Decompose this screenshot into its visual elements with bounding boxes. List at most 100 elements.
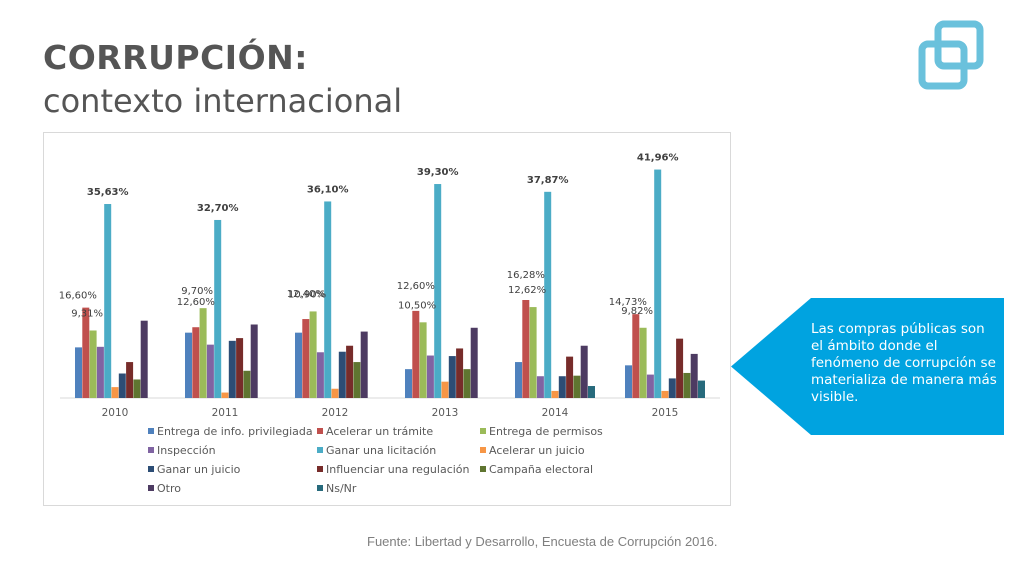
legend-label: Ganar una licitación: [326, 444, 436, 457]
brand-logo-icon: [918, 20, 984, 90]
legend-swatch: [480, 428, 486, 434]
bar: [515, 362, 522, 398]
bar: [236, 338, 244, 398]
bar: [331, 388, 339, 398]
data-label: 9,70%: [181, 286, 213, 297]
bar: [360, 331, 368, 398]
data-label: 12,60%: [177, 297, 215, 308]
bar: [104, 204, 112, 398]
legend-label: Acelerar un juicio: [489, 444, 585, 457]
bar: [133, 379, 141, 398]
bar: [683, 372, 691, 398]
legend-label: Acelerar un trámite: [326, 425, 433, 438]
bar: [185, 332, 192, 398]
bar: [558, 376, 566, 398]
bar: [426, 355, 434, 398]
data-label: 9,82%: [621, 306, 653, 317]
bar: [456, 348, 464, 398]
x-tick-label: 2013: [432, 407, 459, 419]
bar: [309, 311, 317, 398]
bar: [353, 362, 361, 398]
data-label: 35,63%: [87, 187, 129, 198]
bar: [214, 219, 222, 398]
bar: [338, 351, 346, 398]
x-tick-label: 2012: [322, 407, 349, 419]
data-label: 16,60%: [59, 291, 97, 302]
legend-label: Inspección: [157, 444, 216, 457]
bar: [346, 345, 354, 398]
bar: [140, 320, 148, 398]
bar: [82, 307, 90, 398]
bar: [654, 169, 662, 398]
bar: [228, 340, 236, 398]
legend-swatch: [317, 447, 323, 453]
bar: [463, 369, 471, 398]
bar: [434, 184, 442, 398]
bar: [405, 369, 412, 398]
legend-swatch: [148, 447, 154, 453]
bar: [661, 390, 669, 398]
bar: [243, 370, 251, 398]
bar: [536, 376, 544, 398]
legend-label: Influenciar una regulación: [326, 463, 470, 476]
data-label: 16,28%: [507, 270, 545, 281]
bar: [324, 201, 332, 398]
x-tick-label: 2014: [542, 407, 569, 419]
x-tick-label: 2010: [102, 407, 129, 419]
x-tick-label: 2015: [652, 407, 679, 419]
data-label: 39,30%: [417, 167, 459, 178]
data-label: 10,50%: [398, 300, 436, 311]
data-label: 41,96%: [637, 153, 679, 164]
bar: [75, 347, 82, 398]
bar: [639, 327, 647, 398]
bar: [199, 308, 207, 398]
bar: [89, 330, 97, 398]
legend-label: Entrega de info. privilegiada: [157, 425, 313, 438]
bar: [302, 319, 310, 398]
bar: [522, 300, 530, 398]
legend-label: Ganar un juicio: [157, 463, 241, 476]
bar: [632, 314, 640, 398]
slide-subtitle: contexto internacional: [43, 82, 403, 120]
bar: [529, 307, 537, 398]
callout-shape: [731, 298, 1004, 435]
slide-title: CORRUPCIÓN:: [43, 38, 308, 77]
bar: [625, 365, 632, 398]
bar: [566, 356, 574, 398]
bar: [316, 352, 324, 398]
bar: [676, 338, 684, 398]
legend-label: Campaña electoral: [489, 463, 593, 476]
bar-chart: 2010 2011 2012 2013 2014 2015 16,60% 14,73% 9,31…: [59, 153, 720, 495]
data-label: 32,70%: [197, 203, 239, 214]
x-tick-label: 2011: [212, 407, 239, 419]
bar: [698, 380, 705, 398]
legend-swatch: [148, 428, 154, 434]
bar: [470, 327, 478, 398]
bar: [192, 327, 200, 398]
legend-swatch: [480, 466, 486, 472]
legend-label: Otro: [157, 482, 181, 495]
legend-label: Entrega de permisos: [489, 425, 603, 438]
bar: [646, 374, 654, 398]
bar: [448, 356, 456, 398]
bar: [250, 324, 258, 398]
legend-label: Ns/Nr: [326, 482, 357, 495]
legend-swatch: [148, 466, 154, 472]
data-label: 12,40%: [287, 289, 325, 300]
legend-swatch: [148, 485, 154, 491]
source-note: Fuente: Libertad y Desarrollo, Encuesta …: [367, 534, 718, 549]
bar: [412, 310, 420, 398]
legend-swatch: [480, 447, 486, 453]
legend-swatch: [317, 466, 323, 472]
bar: [206, 344, 214, 398]
bar: [588, 386, 595, 398]
bar: [573, 375, 581, 398]
bar: [668, 378, 676, 398]
bar: [118, 373, 126, 398]
bar: [111, 387, 119, 398]
data-label: 12,60%: [397, 281, 435, 292]
bar: [690, 353, 698, 398]
data-label: 12,62%: [508, 285, 546, 296]
legend-swatch: [317, 428, 323, 434]
legend-swatch: [317, 485, 323, 491]
